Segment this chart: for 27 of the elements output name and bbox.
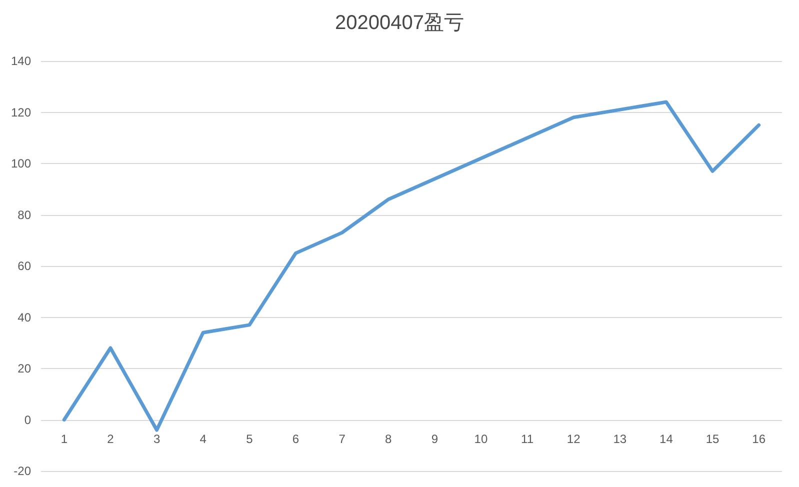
y-tick-label: 80 — [18, 208, 32, 222]
x-tick-label: 15 — [706, 432, 720, 446]
line-series — [62, 100, 761, 432]
y-tick-label: 140 — [10, 54, 32, 68]
y-tick-label: 20 — [18, 362, 32, 376]
x-tick-label: 5 — [246, 432, 254, 446]
x-tick-label: 4 — [200, 432, 207, 446]
y-tick-label: -20 — [14, 464, 32, 478]
chart-title: 20200407盈亏 — [335, 12, 464, 34]
y-tick-label: 0 — [24, 412, 32, 427]
x-tick-label: 10 — [474, 432, 488, 446]
y-tick-label: 40 — [18, 310, 32, 324]
x-tick-label: 9 — [431, 432, 438, 446]
x-tick-label: 6 — [292, 432, 300, 446]
x-tick-label: 3 — [153, 432, 160, 446]
x-tick-label: 14 — [660, 432, 674, 446]
x-tick-label: 8 — [385, 432, 392, 446]
y-tick-label: 120 — [10, 105, 32, 120]
y-tick-label: 60 — [18, 259, 32, 273]
x-tick-label: 2 — [107, 432, 114, 446]
x-tick-label: 12 — [566, 432, 581, 446]
y-tick-label: 100 — [10, 156, 32, 170]
x-tick-label: 13 — [613, 432, 627, 446]
x-tick-label: 11 — [521, 432, 534, 446]
x-tick-label: 7 — [338, 432, 346, 446]
x-tick-label: 1 — [60, 432, 68, 446]
x-tick-label: 16 — [752, 432, 766, 446]
